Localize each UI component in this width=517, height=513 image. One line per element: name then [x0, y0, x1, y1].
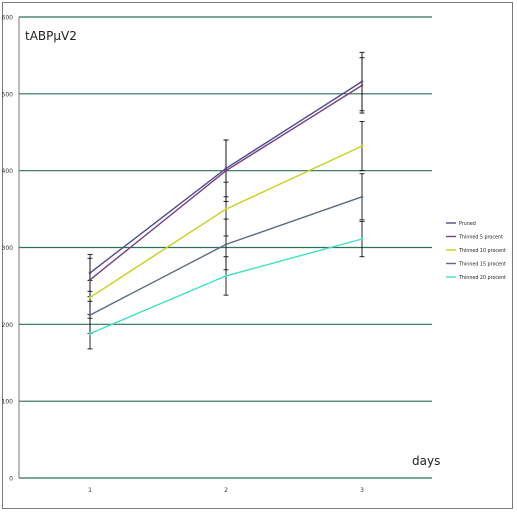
- legend-label: Thinned 15 procent: [458, 262, 506, 268]
- legend-label: Thinned 20 procent: [458, 275, 506, 281]
- y-tick-label: 500: [2, 91, 14, 98]
- data-point: [88, 296, 92, 299]
- legend-item: Thinned 10 procent: [446, 248, 506, 254]
- x-tick-labels: 1 2 3: [88, 487, 364, 494]
- data-point: [360, 237, 364, 241]
- grid-lines: [18, 16, 432, 479]
- legend-label: Pruned: [459, 221, 476, 227]
- legend-item: Thinned 5 procent: [446, 235, 503, 241]
- data-point: [360, 84, 364, 87]
- data-point: [88, 278, 92, 282]
- data-point: [224, 243, 228, 246]
- x-axis-label: days: [412, 454, 440, 468]
- data-point: [88, 313, 92, 317]
- y-tick-labels: 0 100 200 300 400 500 600: [2, 15, 14, 483]
- x-tick-label: 1: [88, 487, 92, 494]
- y-tick-label: 300: [2, 245, 14, 252]
- legend: Pruned Thinned 5 procent Thinned 10 procen…: [446, 221, 506, 281]
- x-tick-label: 3: [360, 487, 364, 494]
- legend-label: Thinned 10 procent: [458, 248, 506, 254]
- y-tick-label: 0: [9, 476, 13, 483]
- data-point: [360, 144, 364, 148]
- data-point: [224, 169, 228, 172]
- data-point: [360, 80, 364, 83]
- data-point: [88, 332, 92, 335]
- error-bars: [87, 51, 365, 350]
- y-tick-label: 100: [2, 399, 14, 406]
- data-point: [224, 207, 228, 211]
- y-tick-label: 200: [2, 322, 14, 329]
- legend-label: Thinned 5 procent: [458, 235, 503, 241]
- legend-item: Pruned: [446, 221, 476, 227]
- chart-frame: [2, 2, 513, 509]
- legend-item: Thinned 20 procent: [446, 275, 506, 281]
- data-point: [360, 195, 364, 199]
- y-tick-label: 400: [2, 168, 14, 175]
- series-lines: [88, 80, 364, 335]
- legend-item: Thinned 15 procent: [446, 262, 506, 268]
- y-axis-label: tABPµV2: [25, 29, 77, 43]
- x-tick-label: 2: [224, 487, 228, 494]
- y-tick-label: 600: [2, 15, 14, 22]
- data-point: [224, 274, 228, 278]
- data-point: [88, 271, 92, 275]
- data-point: [224, 167, 228, 170]
